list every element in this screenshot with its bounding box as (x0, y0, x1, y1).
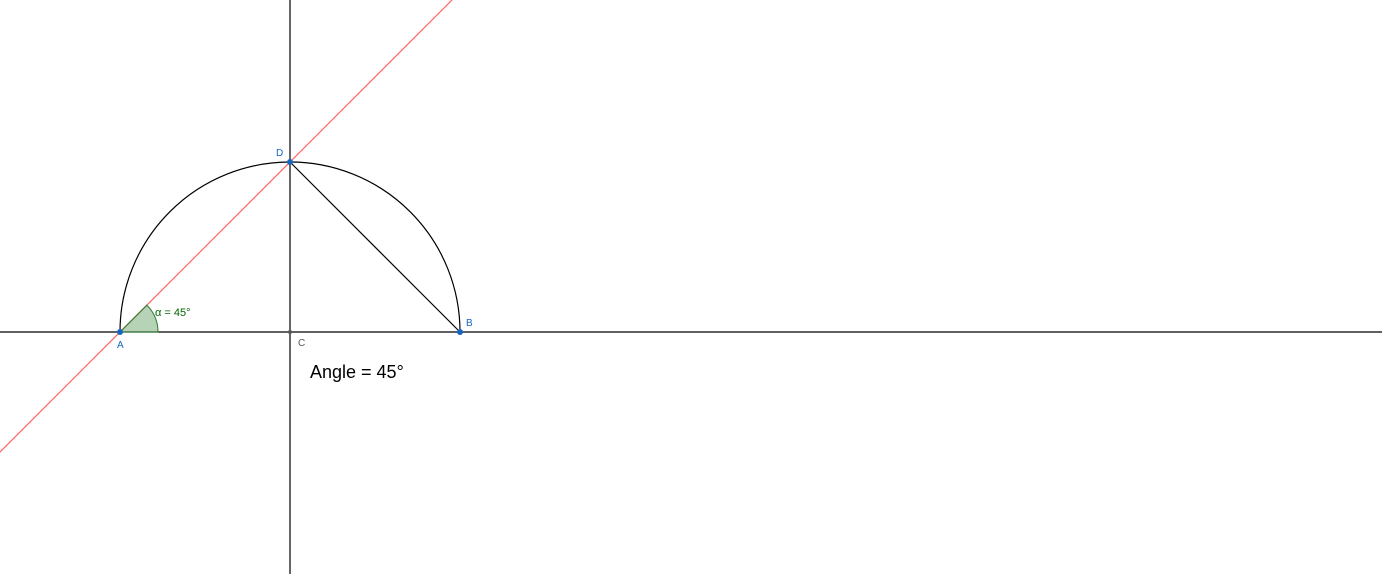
diagonal-line (0, 0, 1382, 574)
point-d[interactable] (287, 159, 293, 165)
point-a[interactable] (117, 329, 123, 335)
angle-text: Angle = 45° (310, 362, 404, 382)
point-b[interactable] (457, 329, 463, 335)
label-b: B (466, 318, 473, 329)
label-c: C (298, 338, 305, 349)
alpha-label: α = 45° (155, 307, 191, 319)
label-a: A (117, 340, 124, 351)
geometry-canvas: A B C D α = 45° Angle = 45° (0, 0, 1382, 574)
segment-db (290, 162, 460, 332)
label-d: D (276, 148, 283, 159)
origin-dot (288, 330, 292, 334)
angle-marker (120, 305, 158, 332)
